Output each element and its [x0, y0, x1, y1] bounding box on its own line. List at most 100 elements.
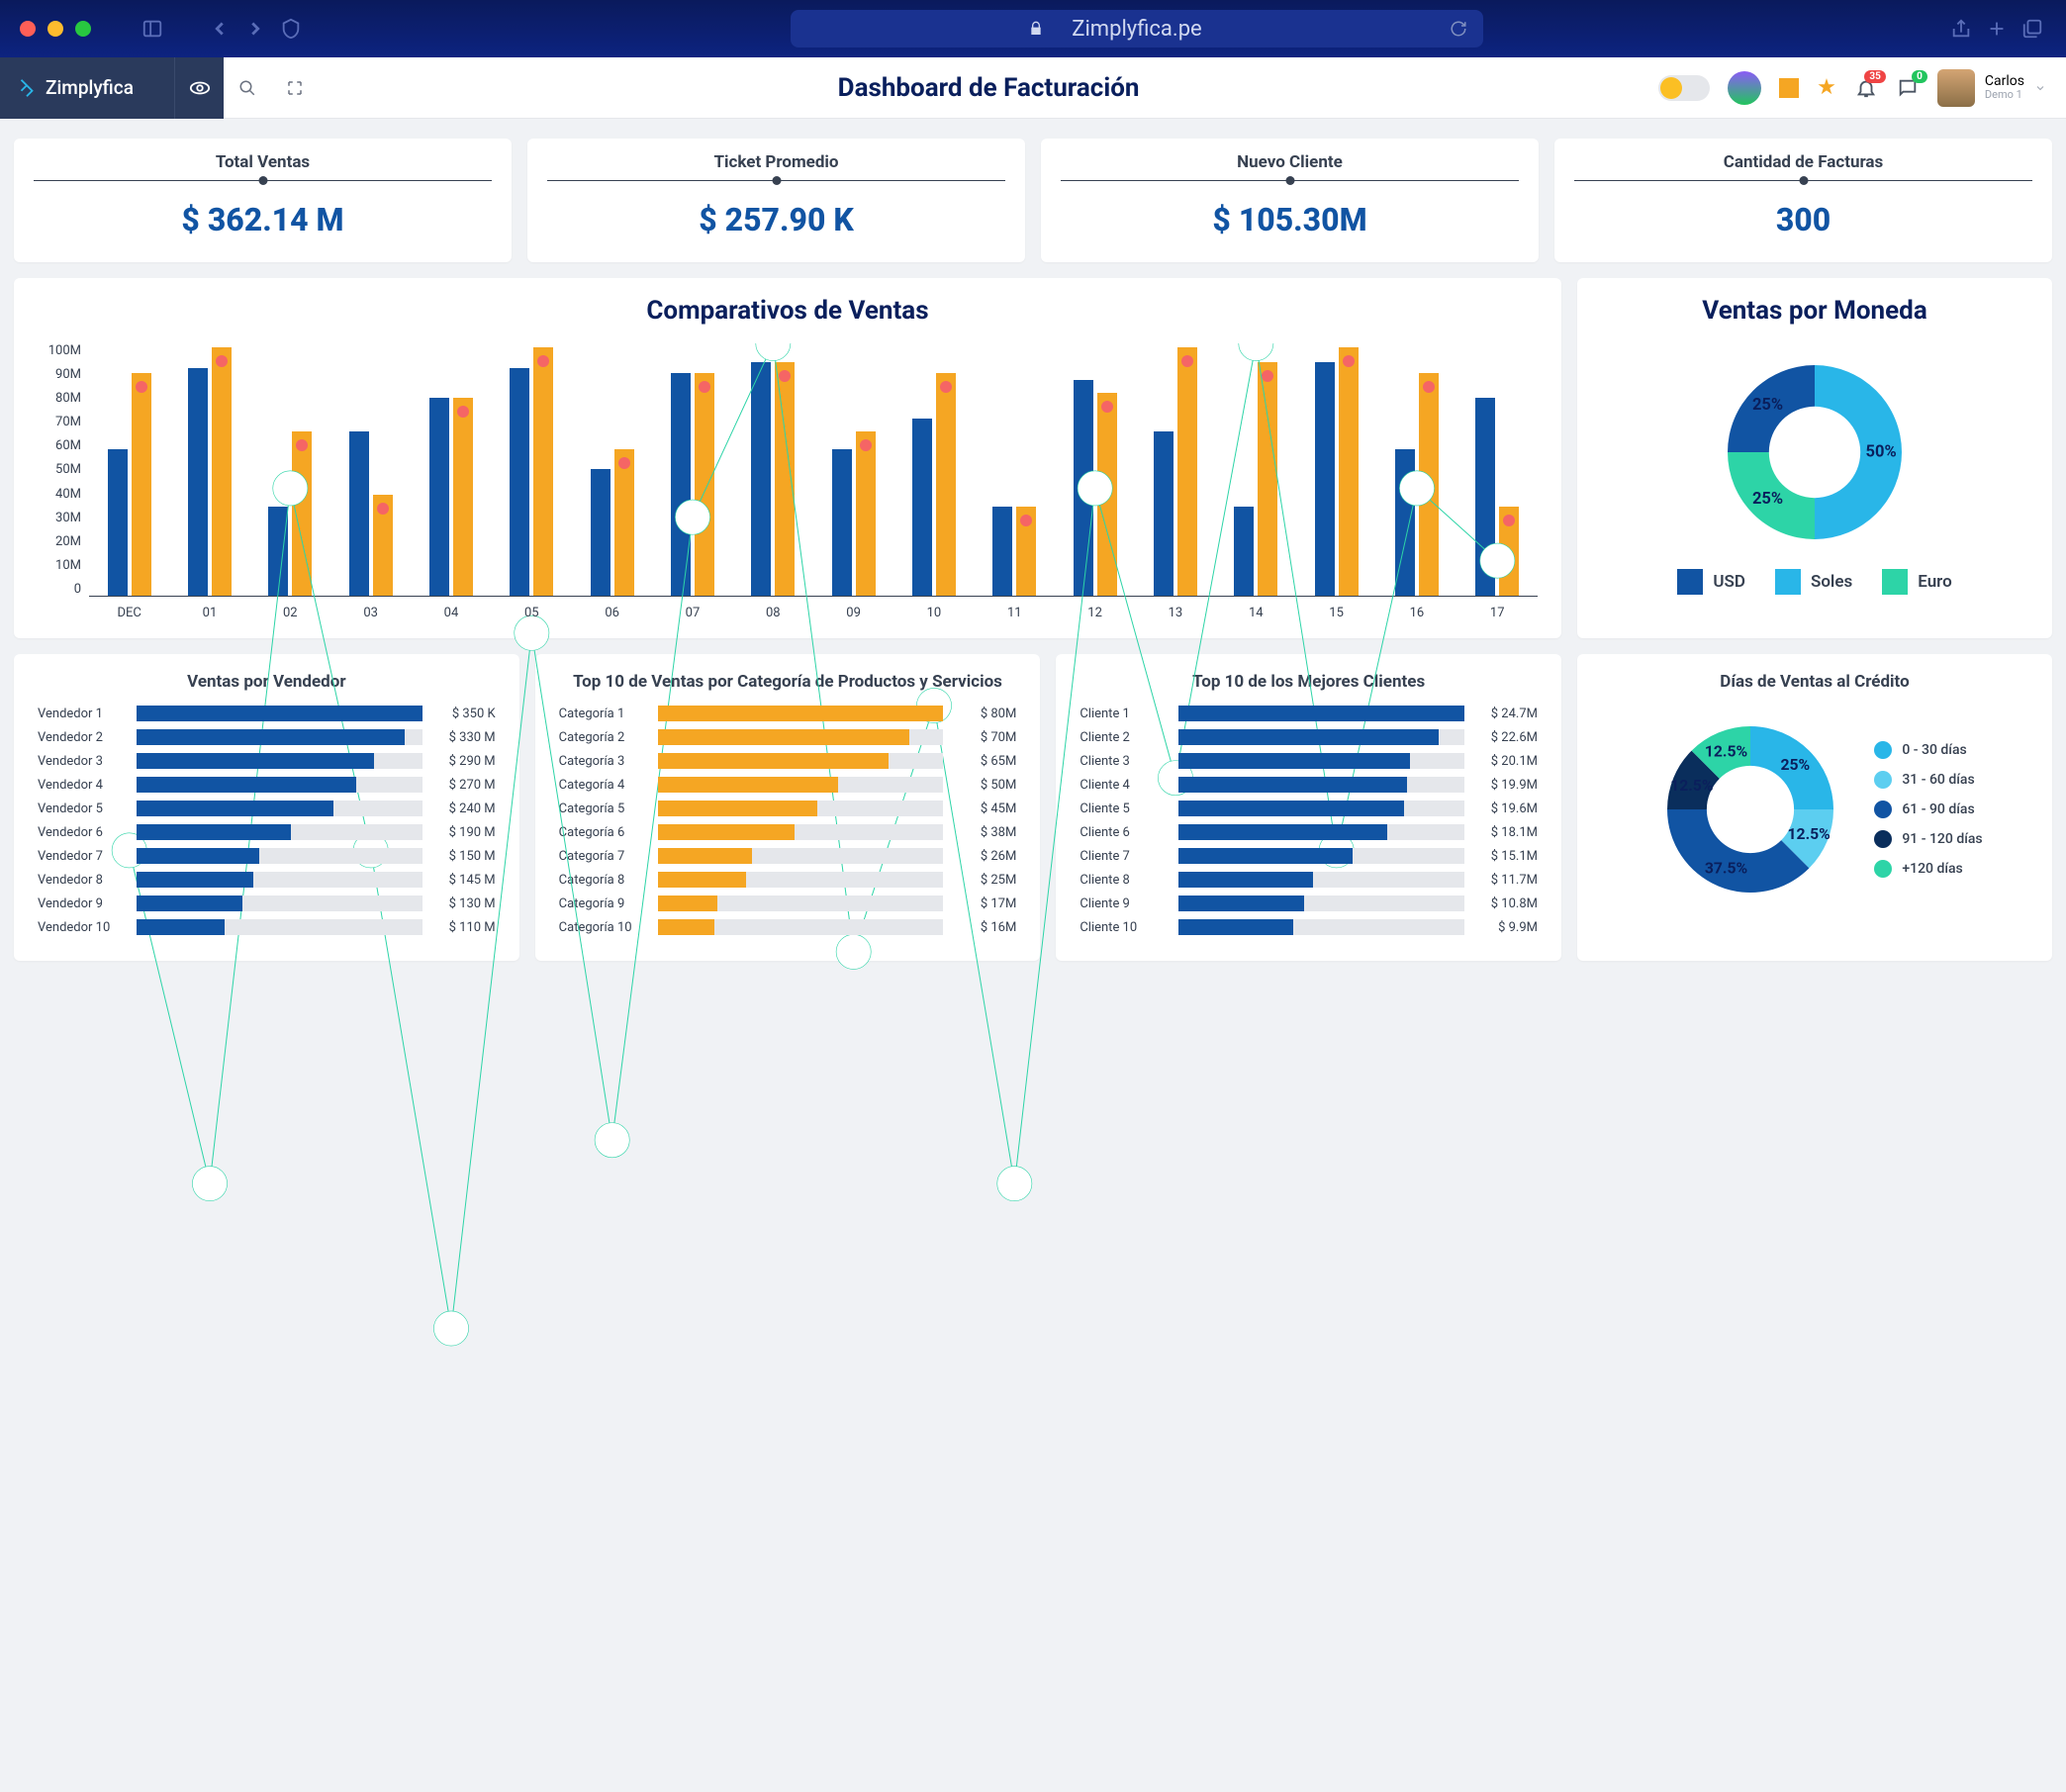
hbar-row: Categoría 3 $ 65M — [559, 753, 1017, 769]
hbar-label: Cliente 9 — [1080, 896, 1169, 911]
hbar-row: Cliente 1 $ 24.7M — [1080, 706, 1538, 721]
hbar-label: Categoría 1 — [559, 707, 648, 721]
bar-group — [1154, 347, 1197, 596]
hbar-value: $ 110 M — [432, 920, 496, 935]
user-avatar — [1937, 69, 1975, 107]
kpi-label: Ticket Promedio — [547, 152, 1005, 172]
hbar-row: Vendedor 4 $ 270 M — [38, 777, 496, 793]
hbar-row: Vendedor 10 $ 110 M — [38, 919, 496, 935]
x-axis: DEC0102030405060708091011121314151617 — [89, 606, 1538, 620]
bar-group — [188, 347, 232, 596]
chat-icon[interactable]: 0 — [1896, 76, 1920, 100]
hbar-label: Vendedor 1 — [38, 707, 127, 721]
url-bar[interactable]: Zimplyfica.pe — [791, 10, 1483, 47]
bar-group — [1234, 362, 1277, 596]
bar-group — [108, 373, 151, 596]
kpi-card: Ticket Promedio $ 257.90 K — [527, 139, 1025, 262]
moneda-card: Ventas por Moneda 25%50%25% USDSolesEuro — [1577, 278, 2052, 638]
svg-text:50%: 50% — [1866, 443, 1897, 462]
brand-logo[interactable]: Zimplyfica — [0, 57, 174, 119]
hbar-value: $ 80M — [953, 707, 1016, 721]
hbar-label: Vendedor 2 — [38, 730, 127, 745]
y-axis: 100M90M80M70M60M50M40M30M20M10M0 — [38, 343, 89, 620]
fullscreen-icon[interactable] — [271, 79, 319, 97]
hbar-label: Vendedor 8 — [38, 873, 127, 888]
hbar-row: Categoría 2 $ 70M — [559, 729, 1017, 745]
theme-toggle[interactable] — [1658, 75, 1710, 101]
share-icon[interactable] — [1947, 15, 1975, 43]
hbar-value: $ 19.6M — [1474, 802, 1538, 816]
bar-group — [510, 347, 553, 596]
star-icon[interactable]: ★ — [1817, 75, 1836, 100]
legend: USDSolesEuro — [1677, 569, 1951, 595]
hbar-label: Cliente 10 — [1080, 920, 1169, 935]
svg-text:37.5%: 37.5% — [1705, 859, 1747, 878]
hbar-value: $ 45M — [953, 802, 1016, 816]
forward-icon[interactable] — [241, 15, 269, 43]
hbar-value: $ 330 M — [432, 730, 496, 745]
hbar-label: Vendedor 7 — [38, 849, 127, 864]
credito-card: Días de Ventas al Crédito 25%12.5%37.5%1… — [1577, 654, 2052, 961]
hbar-label: Cliente 2 — [1080, 730, 1169, 745]
hbar-row: Vendedor 7 $ 150 M — [38, 848, 496, 864]
hbar-value: $ 20.1M — [1474, 754, 1538, 769]
visibility-toggle[interactable] — [174, 57, 224, 119]
hbar-row: Cliente 3 $ 20.1M — [1080, 753, 1538, 769]
user-menu[interactable]: Carlos Demo 1 — [1937, 69, 2046, 107]
tabs-icon[interactable] — [2019, 15, 2046, 43]
hbar-row: Vendedor 3 $ 290 M — [38, 753, 496, 769]
hbar-value: $ 65M — [953, 754, 1016, 769]
chart-title: Ventas por Moneda — [1601, 296, 2028, 326]
hbar-label: Categoría 9 — [559, 896, 648, 911]
hbar-row: Vendedor 5 $ 240 M — [38, 801, 496, 816]
window-controls — [20, 21, 91, 37]
note-icon[interactable] — [1779, 78, 1799, 98]
hbar-label: Categoría 6 — [559, 825, 648, 840]
hbar-value: $ 38M — [953, 825, 1016, 840]
kpi-row: Total Ventas $ 362.14 M Ticket Promedio … — [14, 139, 2052, 262]
hbar-label: Categoría 4 — [559, 778, 648, 793]
app-header: Zimplyfica Dashboard de Facturación ★ 35… — [0, 57, 2066, 119]
kpi-card: Nuevo Cliente $ 105.30M — [1041, 139, 1539, 262]
bar-group — [268, 431, 312, 596]
donut-chart: 25%12.5%37.5%12.5%12.5% — [1646, 706, 1854, 913]
hbar-value: $ 9.9M — [1474, 920, 1538, 935]
kpi-value: 300 — [1574, 201, 2032, 238]
hbar-value: $ 11.7M — [1474, 873, 1538, 888]
new-tab-icon[interactable] — [1983, 15, 2011, 43]
hbar-label: Cliente 3 — [1080, 754, 1169, 769]
sidebar-icon[interactable] — [139, 15, 166, 43]
brand-name: Zimplyfica — [46, 76, 134, 99]
comparativos-card: Comparativos de Ventas 100M90M80M70M60M5… — [14, 278, 1561, 638]
hbar-value: $ 130 M — [432, 896, 496, 911]
hbar-label: Vendedor 10 — [38, 920, 127, 935]
bell-icon[interactable]: 35 — [1854, 76, 1878, 100]
bar-group — [349, 431, 393, 596]
search-icon[interactable] — [224, 79, 271, 97]
hbar-value: $ 150 M — [432, 849, 496, 864]
hbar-row: Categoría 1 $ 80M — [559, 706, 1017, 721]
hbar-row: Categoría 4 $ 50M — [559, 777, 1017, 793]
legend-item: 61 - 90 días — [1874, 801, 1982, 818]
legend-item: Soles — [1775, 569, 1852, 595]
svg-text:12.5%: 12.5% — [1788, 824, 1831, 843]
maximize-window[interactable] — [75, 21, 91, 37]
page-title: Dashboard de Facturación — [319, 73, 1658, 103]
kpi-card: Total Ventas $ 362.14 M — [14, 139, 512, 262]
minimize-window[interactable] — [47, 21, 63, 37]
avatar-1[interactable] — [1728, 71, 1761, 105]
legend: 0 - 30 días31 - 60 días61 - 90 días91 - … — [1874, 741, 1982, 878]
hbar-row: Cliente 4 $ 19.9M — [1080, 777, 1538, 793]
bars — [89, 343, 1538, 597]
bar-group — [429, 398, 473, 596]
kpi-label: Cantidad de Facturas — [1574, 152, 2032, 172]
hbar-value: $ 70M — [953, 730, 1016, 745]
back-icon[interactable] — [206, 15, 234, 43]
close-window[interactable] — [20, 21, 36, 37]
bar-group — [1315, 347, 1359, 596]
hbar-value: $ 240 M — [432, 802, 496, 816]
svg-text:25%: 25% — [1752, 396, 1783, 415]
bar-group — [1395, 373, 1439, 596]
vendedor-card: Ventas por Vendedor Vendedor 1 $ 350 K V… — [14, 654, 519, 961]
shield-icon[interactable] — [277, 15, 305, 43]
